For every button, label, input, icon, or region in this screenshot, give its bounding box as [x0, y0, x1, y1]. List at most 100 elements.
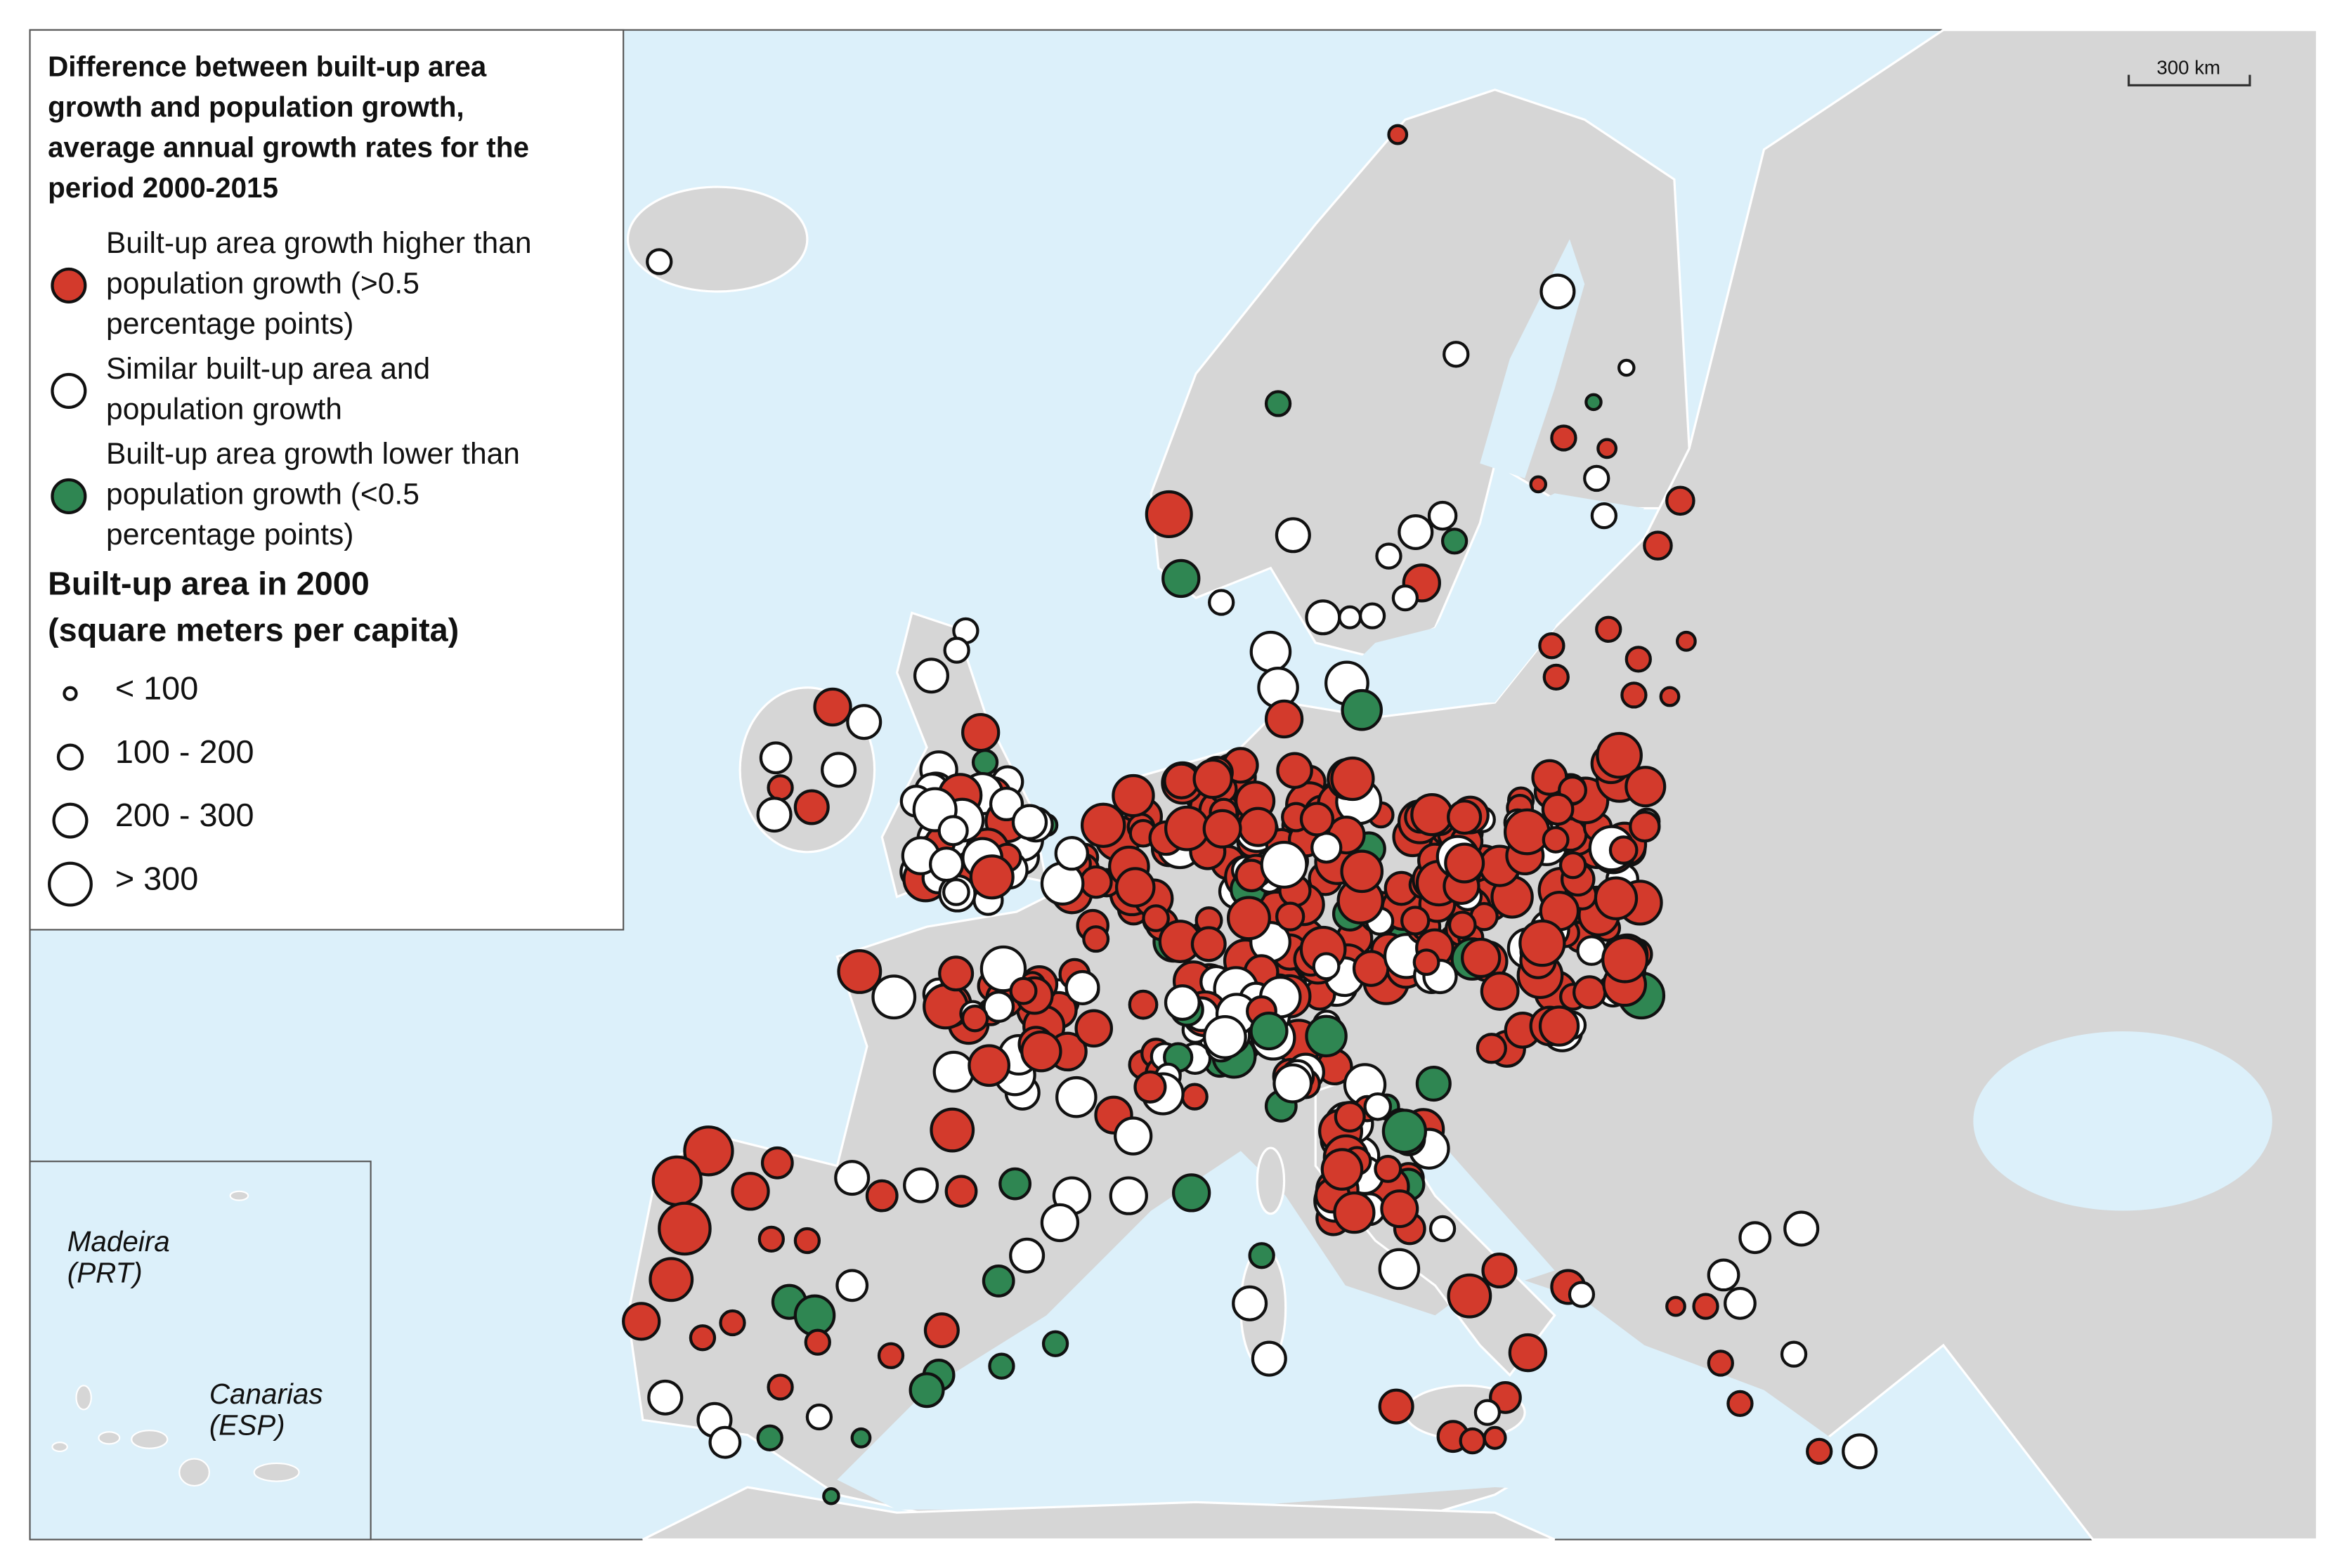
city-marker: [1378, 1388, 1414, 1425]
city-marker: [1400, 906, 1431, 936]
city-marker: [1583, 464, 1610, 492]
size-label: > 300: [115, 861, 198, 897]
city-marker: [1208, 589, 1235, 616]
city-marker: [1054, 836, 1090, 871]
city-marker: [1440, 528, 1469, 555]
city-marker: [767, 774, 794, 802]
city-marker: [1378, 1248, 1421, 1291]
city-marker: [1568, 1281, 1596, 1308]
city-marker: [1055, 1076, 1098, 1118]
city-marker: [1538, 632, 1565, 660]
city-marker: [1539, 273, 1576, 310]
city-marker: [968, 1044, 1011, 1087]
city-marker: [1558, 851, 1587, 880]
markers: [94, 124, 1878, 1505]
city-marker: [877, 1342, 905, 1369]
city-marker: [1340, 849, 1384, 894]
city-marker: [989, 786, 1024, 822]
city-marker: [1164, 984, 1201, 1021]
city-marker: [1009, 1237, 1046, 1274]
city-marker: [1009, 976, 1038, 1005]
city-marker: [1275, 517, 1311, 554]
city-marker: [1596, 731, 1643, 779]
city-marker: [1427, 500, 1458, 531]
inset-label: (ESP): [209, 1409, 285, 1442]
city-marker: [1020, 1030, 1062, 1073]
city-marker: [982, 991, 1015, 1023]
city-marker: [646, 248, 673, 275]
legend-title: period 2000-2015: [48, 171, 278, 204]
city-marker: [1541, 792, 1575, 826]
city-marker: [969, 854, 1015, 900]
city-marker: [1341, 688, 1383, 731]
city-marker: [1590, 502, 1618, 530]
city-marker: [1161, 558, 1201, 599]
city-marker: [1738, 1221, 1772, 1255]
city-marker: [719, 1309, 746, 1337]
city-marker: [930, 1107, 975, 1153]
legend-label: percentage points): [106, 518, 353, 551]
legend-label: percentage points): [106, 307, 353, 341]
city-marker: [871, 974, 917, 1020]
city-marker: [1264, 699, 1304, 739]
scale-label: 300 km: [2156, 56, 2220, 78]
city-marker: [756, 1424, 783, 1451]
size-title: (square meters per capita): [48, 611, 459, 648]
city-marker: [1780, 1340, 1808, 1368]
city-marker: [647, 1379, 684, 1416]
city-marker: [998, 1167, 1032, 1201]
city-marker: [909, 1372, 945, 1409]
city-marker: [1142, 904, 1170, 932]
city-marker: [1064, 969, 1100, 1005]
legend-label: population growth: [106, 392, 342, 426]
city-marker: [1624, 766, 1667, 808]
city-marker: [1333, 1191, 1376, 1234]
city-marker: [822, 1487, 840, 1505]
city-marker: [1203, 1014, 1247, 1059]
size-label: 100 - 200: [115, 733, 254, 770]
city-marker: [1249, 1011, 1289, 1051]
city-marker: [835, 1269, 869, 1302]
city-marker: [649, 1257, 694, 1302]
city-marker: [1415, 1066, 1452, 1102]
city-marker: [1608, 835, 1639, 865]
city-marker: [1447, 799, 1483, 835]
legend-swatch: [51, 267, 87, 303]
city-marker: [1305, 1014, 1348, 1058]
city-marker: [1264, 390, 1292, 417]
legend-title: average annual growth rates for the: [48, 131, 529, 164]
city-marker: [850, 1427, 872, 1449]
city-marker: [837, 949, 883, 994]
city-marker: [1276, 752, 1313, 790]
city-marker: [1260, 840, 1308, 889]
size-title: Built-up area in 2000: [48, 565, 370, 601]
city-marker: [651, 1155, 703, 1207]
scale-line: [2128, 74, 2251, 86]
city-marker: [1542, 663, 1570, 691]
city-marker: [1601, 936, 1649, 984]
legend-label: population growth (>0.5: [106, 267, 419, 301]
city-marker: [756, 797, 793, 833]
city-marker: [1428, 1215, 1457, 1243]
city-marker: [1114, 1116, 1153, 1156]
city-marker: [804, 1328, 831, 1356]
city-marker: [1594, 876, 1639, 920]
city-marker: [821, 752, 857, 788]
city-marker: [1275, 901, 1306, 932]
city-marker: [760, 1146, 794, 1180]
city-marker: [689, 1324, 717, 1352]
legend: Difference between built-up area growth a…: [48, 51, 532, 907]
city-marker: [937, 815, 969, 847]
city-marker: [759, 741, 793, 775]
city-marker: [658, 1201, 712, 1256]
city-marker: [1128, 989, 1159, 1020]
city-marker: [1190, 926, 1227, 962]
city-marker: [1444, 842, 1485, 884]
city-marker: [1041, 1330, 1069, 1357]
city-marker: [1180, 1083, 1209, 1111]
city-marker: [1164, 805, 1210, 851]
city-marker: [942, 878, 970, 906]
legend-label: Built-up area growth higher than: [106, 226, 531, 260]
city-marker: [1192, 758, 1233, 799]
city-marker: [1338, 605, 1362, 629]
